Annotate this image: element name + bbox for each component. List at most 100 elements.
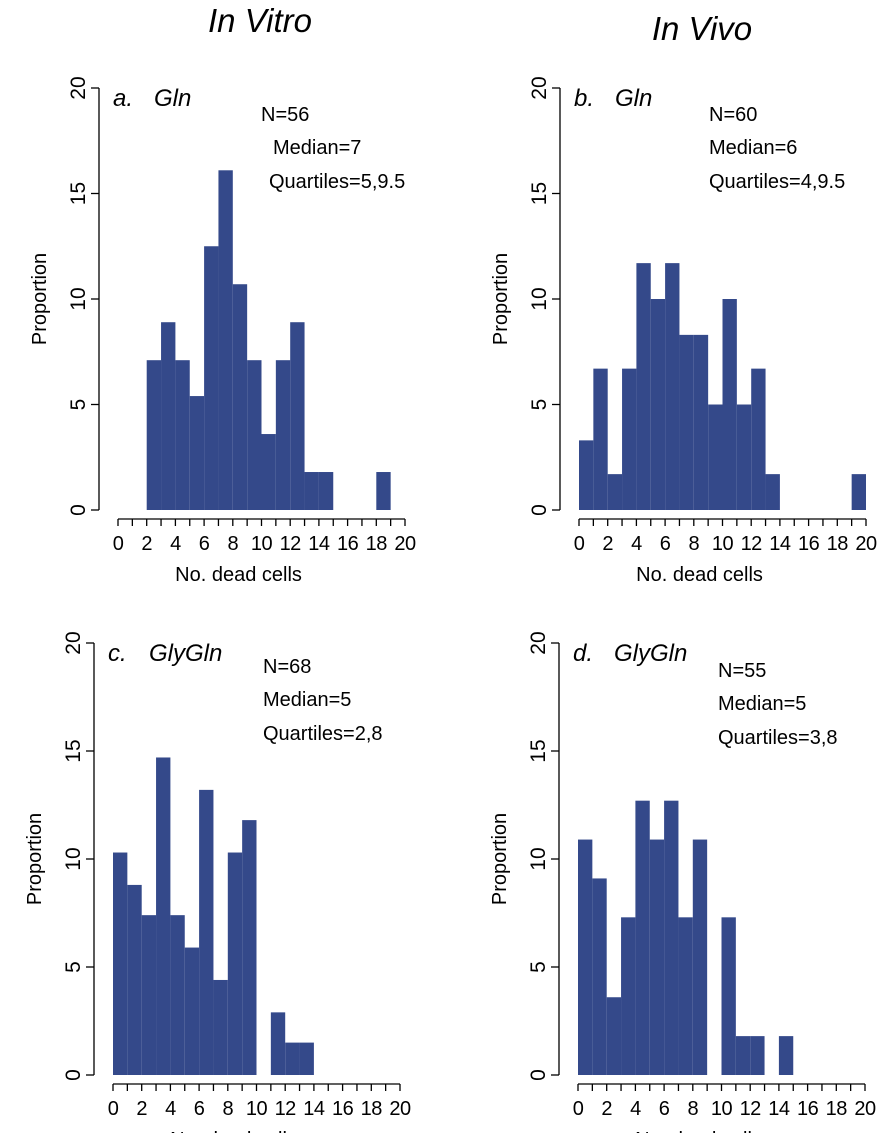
histogram-bar [635,800,650,1075]
histogram-bar [170,915,185,1075]
y-axis-label: Proportion [490,253,512,345]
histogram-bar [708,404,723,510]
histogram-bar [649,839,665,1075]
histogram-bar [113,852,128,1075]
stats-text: Median=7 [273,137,361,159]
column-title-in-vitro: In Vitro [208,2,312,39]
y-tick-label: 20 [527,631,550,654]
histogram-bar [636,263,651,510]
histogram-bar [606,997,622,1075]
panel-label: a. [113,85,133,112]
x-tick-label: 14 [769,533,791,555]
x-tick-label: 18 [361,1098,383,1120]
x-tick-label: 4 [630,1098,641,1120]
treatment-label: GlyGln [614,640,687,667]
x-tick-label: 4 [631,533,642,555]
y-tick-label: 15 [62,739,85,762]
histogram-bar [299,1042,314,1075]
x-tick-label: 0 [113,533,124,555]
x-tick-label: 14 [308,533,330,555]
stats-text: N=55 [718,660,766,682]
histogram-bar [218,170,233,511]
histogram-bar [261,434,276,510]
histogram-bar [376,472,391,510]
y-tick-label: 5 [67,399,90,411]
x-tick-label: 2 [141,533,152,555]
y-tick-label: 20 [528,76,551,99]
x-tick-label: 6 [659,1098,670,1120]
x-tick-label: 0 [108,1098,119,1120]
panel-label: b. [574,85,594,112]
histogram-bar [290,322,305,510]
x-tick-label: 16 [797,1098,819,1120]
treatment-label: Gln [154,85,191,112]
x-tick-label: 8 [222,1098,233,1120]
histogram-bar [156,757,171,1075]
histogram-bar [204,246,219,510]
histogram-bar [778,1036,794,1075]
x-tick-label: 10 [251,533,273,555]
histogram-bar [227,852,243,1075]
histogram-bar [213,979,228,1075]
histogram-bar [693,334,709,510]
histogram-bar [578,839,593,1075]
y-axis-label: Proportion [24,813,46,905]
x-tick-label: 14 [303,1098,325,1120]
panel-label: d. [573,640,593,667]
histogram-bar [765,474,780,510]
y-tick-label: 10 [62,847,85,870]
x-tick-label: 6 [194,1098,205,1120]
x-tick-label: 20 [855,533,877,555]
x-tick-label: 6 [660,533,671,555]
histogram-bar [735,1036,751,1075]
x-tick-label: 12 [740,1098,762,1120]
histogram-bar [621,917,636,1075]
histogram-bar [607,474,623,510]
stats-text: Median=5 [263,689,351,711]
y-tick-label: 5 [528,399,551,411]
y-tick-label: 5 [62,961,85,973]
stats-text: Median=5 [718,693,806,715]
x-tick-label: 2 [601,1098,612,1120]
histogram-bar [175,360,190,510]
histogram-bar [189,396,205,510]
x-tick-label: 2 [136,1098,147,1120]
histogram-bar [242,820,257,1075]
histogram-bar [593,368,608,510]
histogram-bar [722,299,737,510]
y-tick-label: 0 [527,1069,550,1081]
histogram-bar [285,1042,300,1075]
y-tick-label: 10 [528,287,551,310]
panel-label: c. [108,640,127,667]
y-axis-label: Proportion [29,253,51,345]
y-tick-label: 20 [62,631,85,654]
x-axis-label: No. dead cells [170,1129,297,1133]
histogram-bar [650,299,666,510]
histogram-bar [665,263,680,510]
x-tick-label: 14 [768,1098,790,1120]
y-tick-label: 5 [527,961,550,973]
x-tick-label: 8 [688,533,699,555]
histogram-bar [751,368,766,510]
x-tick-label: 12 [280,533,302,555]
y-tick-label: 15 [527,739,550,762]
x-axis-label: No. dead cells [175,564,302,586]
x-tick-label: 8 [687,1098,698,1120]
y-tick-label: 20 [67,76,90,99]
histogram-bar [232,284,248,510]
x-tick-label: 18 [366,533,388,555]
y-tick-label: 10 [67,287,90,310]
histogram-bar [622,368,637,510]
x-tick-label: 20 [389,1098,411,1120]
y-tick-label: 15 [67,182,90,205]
y-tick-label: 0 [528,504,551,516]
x-tick-label: 8 [227,533,238,555]
histogram-bar [592,878,607,1075]
x-tick-label: 16 [337,533,359,555]
x-tick-label: 0 [574,533,585,555]
y-tick-label: 0 [62,1069,85,1081]
